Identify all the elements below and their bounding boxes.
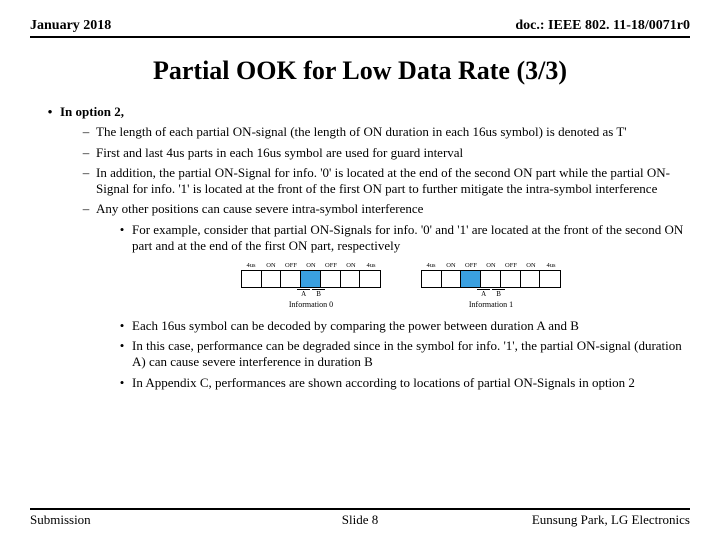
bullet-text: First and last 4us parts in each 16us sy… (96, 145, 463, 161)
bullet-dash-icon: – (76, 165, 96, 198)
symbol-info0: 4usONOFFONOFFON4us AB Information 0 (241, 262, 381, 310)
bullet-dot-icon: • (112, 318, 132, 334)
info-label: Information 1 (421, 300, 561, 310)
slide-body: • In option 2, – The length of each part… (30, 104, 690, 391)
symbol-info1: 4usONOFFONOFFON4us AB Information 1 (421, 262, 561, 310)
bullet-text: In option 2, (60, 104, 124, 120)
bullet-lvl1: – The length of each partial ON-signal (… (76, 124, 690, 140)
bullet-dash-icon: – (76, 201, 96, 217)
bullet-dash-icon: – (76, 145, 96, 161)
on-signal-block (301, 271, 321, 287)
bullet-text: In this case, performance can be degrade… (132, 338, 690, 371)
bullet-lvl0: • In option 2, (40, 104, 690, 120)
on-signal-block (461, 271, 481, 287)
slide-footer: Submission Slide 8 Eunsung Park, LG Elec… (30, 508, 690, 528)
bullet-dot-icon: • (40, 104, 60, 120)
header-docref: doc.: IEEE 802. 11-18/0071r0 (515, 18, 690, 34)
bullet-text: The length of each partial ON-signal (th… (96, 124, 627, 140)
bullet-lvl1: – In addition, the partial ON-Signal for… (76, 165, 690, 198)
bullet-text: For example, consider that partial ON-Si… (132, 222, 690, 255)
header-date: January 2018 (30, 18, 111, 34)
bullet-lvl2: • For example, consider that partial ON-… (112, 222, 690, 255)
slide-title: Partial OOK for Low Data Rate (3/3) (30, 56, 690, 86)
segment-row (241, 270, 381, 288)
bullet-text: In addition, the partial ON-Signal for i… (96, 165, 690, 198)
bullet-text: In Appendix C, performances are shown ac… (132, 375, 635, 391)
info-label: Information 0 (241, 300, 381, 310)
bullet-dot-icon: • (112, 338, 132, 371)
symbol-diagram: 4usONOFFONOFFON4us AB Information 0 4usO… (112, 262, 690, 310)
bullet-lvl2: • Each 16us symbol can be decoded by com… (112, 318, 690, 334)
bullet-text: Each 16us symbol can be decoded by compa… (132, 318, 579, 334)
bullet-dash-icon: – (76, 124, 96, 140)
segment-labels: 4usONOFFONOFFON4us (421, 262, 561, 270)
footer-slide-number: Slide 8 (30, 512, 690, 528)
bullet-lvl1: – Any other positions can cause severe i… (76, 201, 690, 217)
duration-labels: AB (241, 289, 381, 299)
bullet-lvl1: – First and last 4us parts in each 16us … (76, 145, 690, 161)
bullet-dot-icon: • (112, 222, 132, 255)
segment-labels: 4usONOFFONOFFON4us (241, 262, 381, 270)
bullet-lvl2: • In Appendix C, performances are shown … (112, 375, 690, 391)
duration-labels: AB (421, 289, 561, 299)
bullet-text: Any other positions can cause severe int… (96, 201, 423, 217)
bullet-dot-icon: • (112, 375, 132, 391)
bullet-lvl2: • In this case, performance can be degra… (112, 338, 690, 371)
slide-header: January 2018 doc.: IEEE 802. 11-18/0071r… (30, 18, 690, 38)
segment-row (421, 270, 561, 288)
